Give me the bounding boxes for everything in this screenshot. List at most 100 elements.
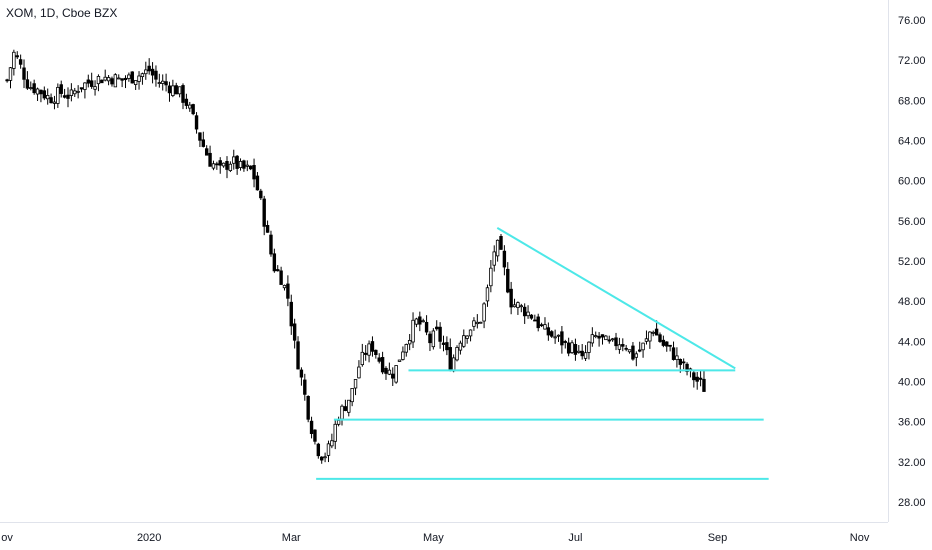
candle-body xyxy=(93,86,97,90)
candle-body xyxy=(62,95,67,98)
candle-body xyxy=(621,344,625,347)
candle-body xyxy=(330,440,334,447)
candle-body xyxy=(702,378,706,392)
candle-body xyxy=(397,359,402,362)
candle-body xyxy=(475,321,480,325)
candle-body xyxy=(357,366,361,379)
candle-body xyxy=(462,335,466,347)
candle-body xyxy=(455,347,459,361)
candle-body xyxy=(39,89,43,95)
candle-body xyxy=(472,320,476,327)
price-tick-label: 28.00 xyxy=(898,497,926,509)
price-tick-label: 40.00 xyxy=(898,376,926,388)
candle-body xyxy=(401,351,405,360)
candle-body xyxy=(384,367,388,374)
candle-body xyxy=(495,239,500,257)
candle-body xyxy=(391,373,395,379)
candle-body xyxy=(204,148,209,156)
price-tick-label: 64.00 xyxy=(898,136,926,148)
candle-body xyxy=(509,288,513,308)
candle-body xyxy=(614,337,618,347)
candle-body xyxy=(479,321,483,324)
candle-body xyxy=(343,406,348,411)
candle-body xyxy=(184,98,189,106)
candle-body xyxy=(282,284,287,289)
candle-body xyxy=(644,338,649,342)
candle-body xyxy=(161,80,165,84)
time-tick-label: 2020 xyxy=(137,532,161,544)
candle-body xyxy=(323,456,327,459)
candle-body xyxy=(692,372,696,381)
candle-body xyxy=(445,342,449,351)
candle-body xyxy=(424,321,429,333)
candle-body xyxy=(550,331,554,337)
candle-body xyxy=(66,94,70,99)
candle-body xyxy=(309,420,314,434)
candle-body xyxy=(25,79,30,89)
candle-body xyxy=(69,89,74,96)
candle-body xyxy=(587,341,591,353)
candle-body xyxy=(624,347,628,350)
candle-body xyxy=(150,68,155,76)
candle-body xyxy=(29,87,33,89)
candle-body xyxy=(123,77,128,81)
candle-body xyxy=(248,165,253,170)
candle-body xyxy=(594,335,598,338)
candle-body xyxy=(326,443,331,456)
resistance-trendline[interactable] xyxy=(496,227,736,370)
candle-body xyxy=(79,87,84,90)
price-tick-label: 76.00 xyxy=(898,15,926,27)
candle-body xyxy=(566,342,571,354)
candle-body xyxy=(106,77,111,82)
candle-body xyxy=(286,283,290,299)
candle-body xyxy=(5,79,9,82)
candle-body xyxy=(289,301,293,327)
candle-body xyxy=(96,76,101,85)
candle-body xyxy=(144,69,148,75)
candle-body xyxy=(485,287,490,302)
candle-body xyxy=(336,420,341,425)
candle-body xyxy=(499,236,503,250)
candle-body xyxy=(451,357,456,372)
candle-body xyxy=(577,350,581,353)
candle-body xyxy=(563,341,567,343)
candle-body xyxy=(306,395,310,420)
candle-body xyxy=(188,104,192,109)
candle-body xyxy=(86,79,90,84)
candle-body xyxy=(340,405,344,420)
candle-body xyxy=(418,316,422,325)
candle-body xyxy=(506,268,510,293)
candle-body xyxy=(661,339,666,346)
candle-body xyxy=(292,323,297,341)
price-tick-label: 68.00 xyxy=(898,95,926,107)
candle-body xyxy=(272,253,277,272)
candle-body xyxy=(218,160,222,166)
candle-body xyxy=(191,104,195,115)
candle-body xyxy=(634,353,639,358)
candle-body xyxy=(110,78,114,85)
candle-body xyxy=(387,369,392,375)
candle-body xyxy=(678,358,682,365)
time-tick-label: ov xyxy=(1,532,13,544)
candle-body xyxy=(276,269,280,272)
candle-body xyxy=(56,86,60,104)
candle-body xyxy=(157,82,162,84)
candle-body xyxy=(228,163,233,172)
symbol-title: XOM, 1D, Cboe BZX xyxy=(6,6,118,20)
candle-body xyxy=(265,225,270,233)
candle-body xyxy=(12,51,16,69)
candle-body xyxy=(262,198,266,227)
candle-body xyxy=(570,342,574,353)
candle-body xyxy=(641,342,645,351)
candle-body xyxy=(49,97,53,104)
candle-body xyxy=(489,267,493,287)
candle-body xyxy=(428,333,432,344)
candle-body xyxy=(198,132,202,141)
price-tick-label: 52.00 xyxy=(898,256,926,268)
candle-body xyxy=(225,161,229,170)
candle-body xyxy=(604,335,608,341)
candle-body xyxy=(438,326,442,342)
candle-body xyxy=(22,67,26,80)
